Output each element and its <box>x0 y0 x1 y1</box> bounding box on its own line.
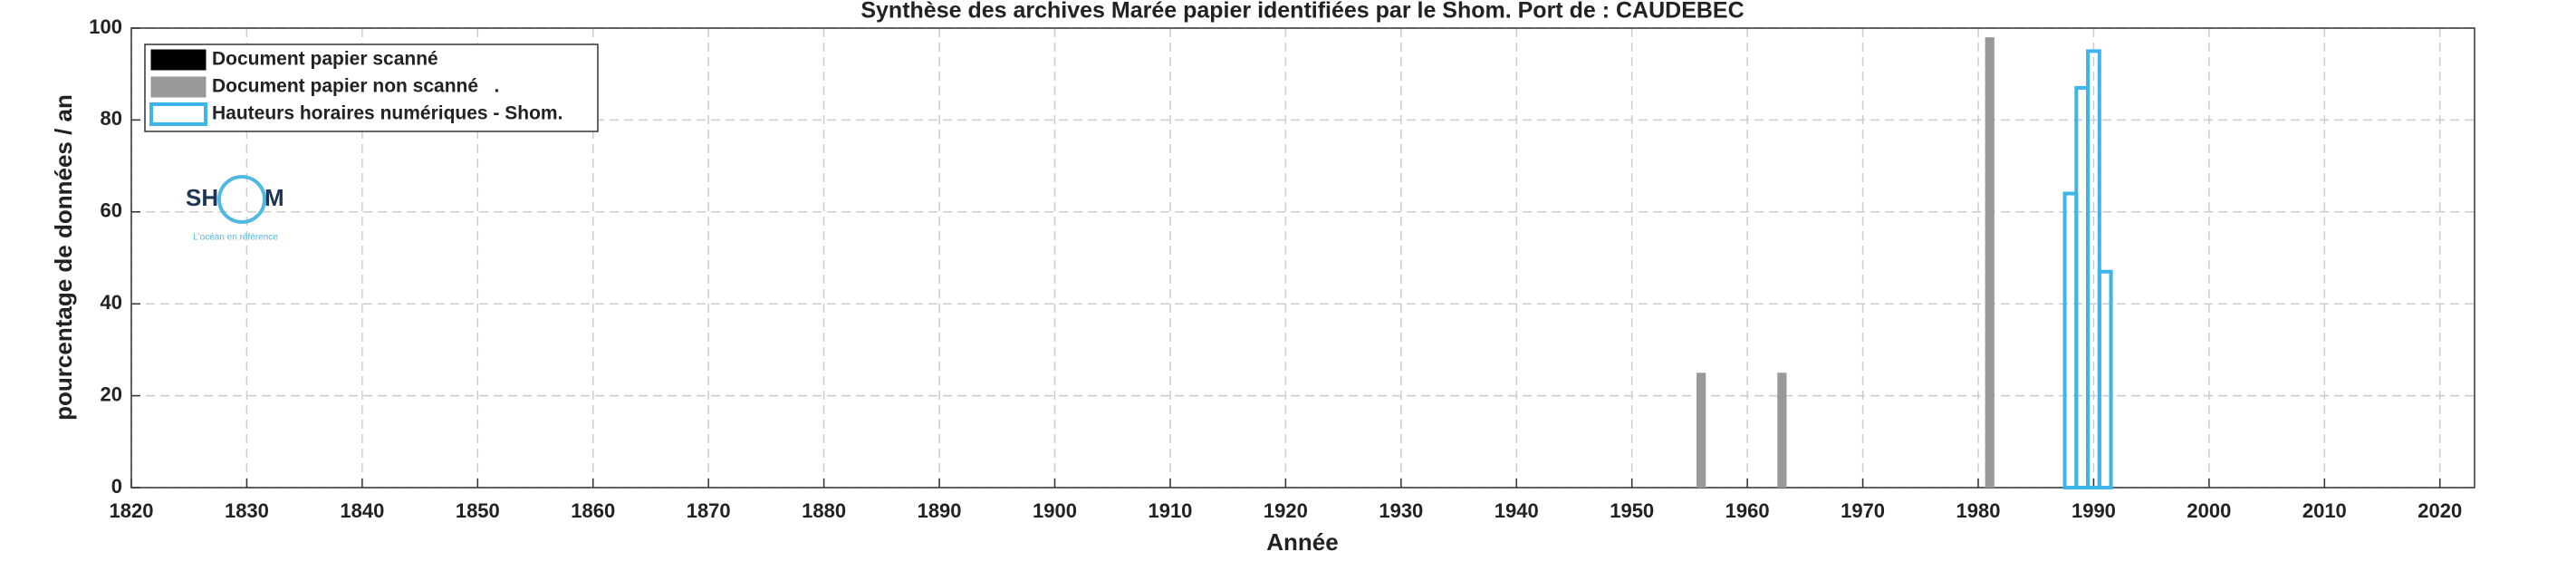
x-tick-label: 1840 <box>340 499 384 522</box>
y-tick-label: 100 <box>89 15 122 38</box>
bar <box>2097 269 2113 489</box>
y-tick-label: 40 <box>101 291 122 314</box>
logo-tagline: L'océan en référence <box>193 233 278 243</box>
x-tick-label: 2010 <box>2302 499 2347 522</box>
bar <box>2086 49 2101 489</box>
logo-text: M <box>264 184 284 211</box>
x-tick-label: 1970 <box>1841 499 1885 522</box>
y-tick-label: 80 <box>101 107 122 130</box>
legend-label: Document papier scanné <box>212 49 438 70</box>
x-tick-label: 1830 <box>225 499 269 522</box>
logo-ring <box>217 175 266 224</box>
x-tick-label: 2020 <box>2417 499 2462 522</box>
chart-title: Synthèse des archives Marée papier ident… <box>860 0 1744 24</box>
legend-label: Document papier non scanné . <box>212 76 499 97</box>
y-tick-label: 20 <box>101 382 122 405</box>
logo-text: SH <box>186 184 218 211</box>
x-tick-label: 1820 <box>110 499 154 522</box>
x-tick-label: 1960 <box>1725 499 1770 522</box>
x-tick-label: 1880 <box>802 499 846 522</box>
x-tick-label: 1900 <box>1033 499 1077 522</box>
x-tick-label: 1930 <box>1379 499 1423 522</box>
bar <box>1777 373 1787 488</box>
x-tick-label: 1850 <box>456 499 500 522</box>
x-tick-label: 1920 <box>1264 499 1308 522</box>
x-tick-label: 1990 <box>2071 499 2116 522</box>
bar <box>1697 373 1706 488</box>
x-tick-label: 1910 <box>1148 499 1192 522</box>
x-tick-label: 1940 <box>1495 499 1539 522</box>
plot-frame <box>130 27 2475 489</box>
x-tick-label: 1890 <box>918 499 962 522</box>
legend-label: Hauteurs horaires numériques - Shom. <box>212 103 562 124</box>
legend-box <box>144 44 599 132</box>
x-tick-label: 1860 <box>571 499 615 522</box>
bar <box>1985 37 1994 488</box>
x-tick-label: 1980 <box>1956 499 2001 522</box>
x-tick-label: 2000 <box>2187 499 2231 522</box>
y-tick-label: 60 <box>101 199 122 222</box>
x-axis-label: Année <box>1266 528 1338 556</box>
y-tick-label: 0 <box>111 475 122 498</box>
x-tick-label: 1950 <box>1610 499 1654 522</box>
legend-swatch <box>149 102 207 126</box>
y-axis-label: pourcentage de données / an <box>50 94 77 421</box>
legend-swatch <box>150 76 207 98</box>
legend-swatch <box>150 49 207 71</box>
x-tick-label: 1870 <box>687 499 731 522</box>
